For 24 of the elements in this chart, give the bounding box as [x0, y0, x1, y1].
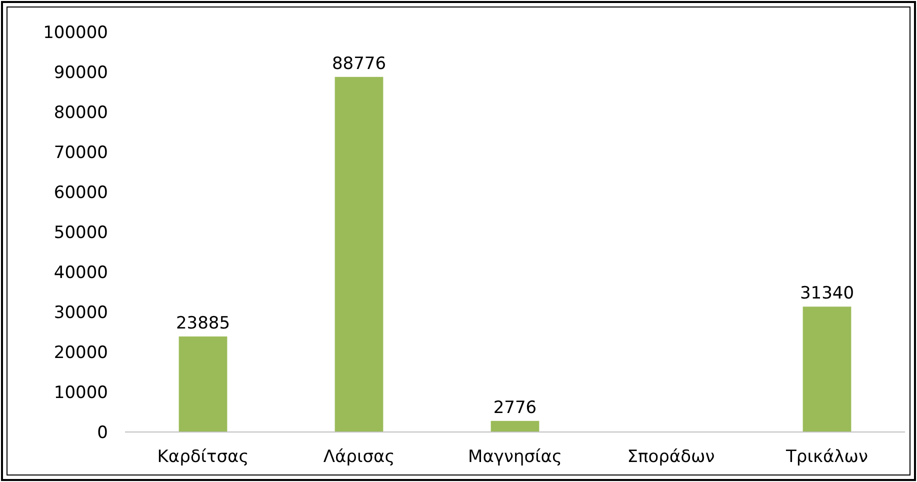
bar	[802, 306, 852, 432]
y-tick-label: 40000	[54, 262, 108, 283]
x-tick-label: Τρικάλων	[785, 447, 868, 467]
x-tick-label: Λάρισας	[323, 447, 395, 467]
y-tick-label: 60000	[54, 182, 108, 203]
x-tick-label: Σποράδων	[627, 447, 715, 467]
bar	[490, 420, 540, 432]
y-tick-label: 0	[97, 422, 108, 443]
data-label: 23885	[176, 313, 230, 334]
data-label: 2776	[493, 398, 537, 418]
y-tick-label: 100000	[43, 22, 108, 43]
y-tick-label: 30000	[54, 302, 108, 323]
y-tick-label: 10000	[54, 382, 108, 403]
x-tick-label: Μαγνησίας	[468, 447, 562, 467]
data-label: 88776	[332, 54, 386, 74]
y-tick-label: 50000	[54, 222, 108, 243]
data-label: 31340	[800, 284, 854, 304]
bar	[178, 336, 228, 432]
y-tick-label: 20000	[54, 342, 108, 363]
y-tick-label: 90000	[54, 62, 108, 83]
x-tick-label: Καρδίτσας	[157, 447, 249, 467]
bar	[334, 76, 384, 432]
y-tick-label: 70000	[54, 142, 108, 163]
y-tick-label: 80000	[54, 102, 108, 123]
